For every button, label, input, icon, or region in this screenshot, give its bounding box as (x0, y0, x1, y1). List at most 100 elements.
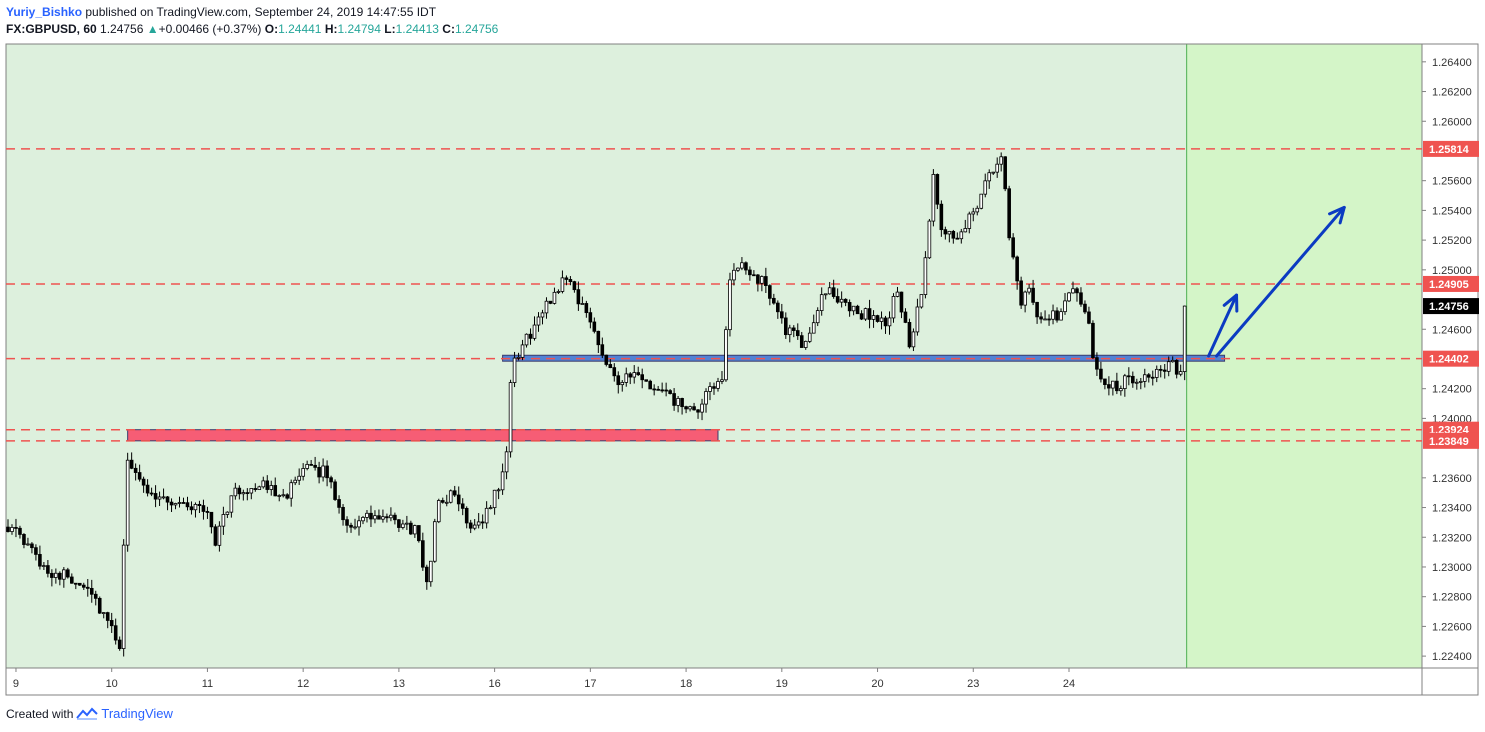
candle-body (173, 503, 178, 506)
candle-body (979, 193, 984, 209)
candle-body (540, 312, 545, 318)
candle-body (109, 620, 114, 627)
candle-body (963, 228, 968, 233)
candle-body (768, 285, 772, 299)
candle-body (201, 505, 206, 512)
y-tick-label: 1.26400 (1432, 57, 1472, 69)
candle-body (1031, 287, 1035, 303)
candle-body (10, 527, 14, 532)
candle-body (421, 540, 425, 568)
chart-header: Yuriy_Bishko published on TradingView.co… (6, 4, 498, 38)
candle-body (233, 487, 238, 497)
candle-body (863, 308, 868, 320)
candle-body (1107, 384, 1111, 389)
candle-body (440, 500, 445, 503)
candle-body (74, 582, 78, 585)
candle-body (823, 293, 828, 296)
candle-body (273, 485, 278, 497)
candle-body (1059, 311, 1063, 321)
author-link[interactable]: Yuriy_Bishko (6, 5, 83, 19)
candle-body (935, 174, 940, 205)
price-label-text: 1.25814 (1429, 144, 1470, 156)
y-tick-label: 1.23000 (1432, 562, 1472, 574)
candle-body (277, 495, 282, 497)
candle-body (217, 525, 222, 546)
candle-body (632, 372, 637, 378)
candle-body (875, 315, 880, 322)
candle-body (959, 231, 964, 240)
candle-body (34, 547, 38, 555)
candle-body (105, 612, 110, 621)
x-tick-label: 24 (1063, 678, 1075, 690)
candle-body (744, 262, 748, 271)
y-tick-label: 1.26200 (1432, 87, 1472, 99)
candle-body (787, 327, 792, 336)
candle-body (177, 502, 182, 504)
candle-body (488, 507, 493, 510)
low-value: 1.24413 (395, 22, 439, 36)
candle-body (245, 492, 250, 494)
candle-body (181, 502, 186, 504)
candle-body (740, 262, 744, 269)
candle-body (301, 468, 305, 477)
candle-body (309, 463, 313, 466)
candle-body (983, 180, 988, 195)
support-zone-red (127, 429, 719, 442)
candle-body (460, 503, 465, 509)
x-tick-label: 9 (13, 678, 19, 690)
candle-body (672, 393, 676, 406)
price-label-box (1423, 432, 1479, 449)
candle-body (748, 269, 752, 276)
y-tick-label: 1.23600 (1432, 473, 1472, 485)
candle-body (397, 519, 401, 528)
y-tick-label: 1.23200 (1432, 532, 1472, 544)
candle-body (265, 480, 270, 490)
candle-body (1063, 300, 1067, 313)
candle-body (847, 302, 852, 312)
close-value: 1.24756 (454, 22, 499, 36)
x-tick-label: 12 (297, 678, 309, 690)
candle-body (580, 303, 585, 305)
candle-body (1146, 374, 1151, 378)
candle-body (608, 364, 613, 369)
candle-body (676, 398, 680, 406)
candle-body (943, 229, 948, 235)
candle-body (536, 316, 541, 326)
candle-body (185, 502, 190, 508)
candle-body (995, 163, 999, 173)
candle-body (851, 305, 856, 312)
candle-body (915, 306, 920, 333)
candle-body (1166, 361, 1171, 372)
tradingview-brand[interactable]: TradingView (101, 706, 173, 721)
candle-body (1003, 156, 1007, 190)
candle-body (452, 490, 457, 496)
candle-body (125, 459, 130, 546)
candle-body (819, 294, 824, 311)
candle-body (325, 465, 329, 479)
x-tick-label: 10 (106, 678, 118, 690)
candle-body (600, 344, 605, 356)
candle-body (1150, 376, 1155, 379)
candle-body (1178, 371, 1183, 375)
candle-body (584, 303, 589, 314)
candle-body (38, 554, 42, 567)
candle-body (728, 279, 732, 331)
candle-body (1043, 318, 1047, 321)
candle-body (776, 302, 780, 313)
candle-body (656, 388, 660, 391)
candle-body (253, 488, 258, 490)
candle-body (859, 313, 864, 320)
candle-body (317, 466, 321, 478)
candle-body (815, 310, 820, 324)
price-label-box (1423, 350, 1479, 367)
candle-body (464, 507, 469, 524)
candle-body (30, 543, 34, 549)
candle-body (1015, 256, 1019, 282)
x-tick-label: 20 (871, 678, 883, 690)
candle-body (18, 527, 22, 535)
candle-body (401, 523, 405, 528)
candle-body (732, 269, 736, 281)
price-label-text: 1.23849 (1429, 436, 1469, 448)
candle-body (1115, 380, 1119, 392)
price-chart[interactable]: 1.26400 1.26200 1.26000 1.25600 1.25400 1.252… (0, 0, 1485, 700)
